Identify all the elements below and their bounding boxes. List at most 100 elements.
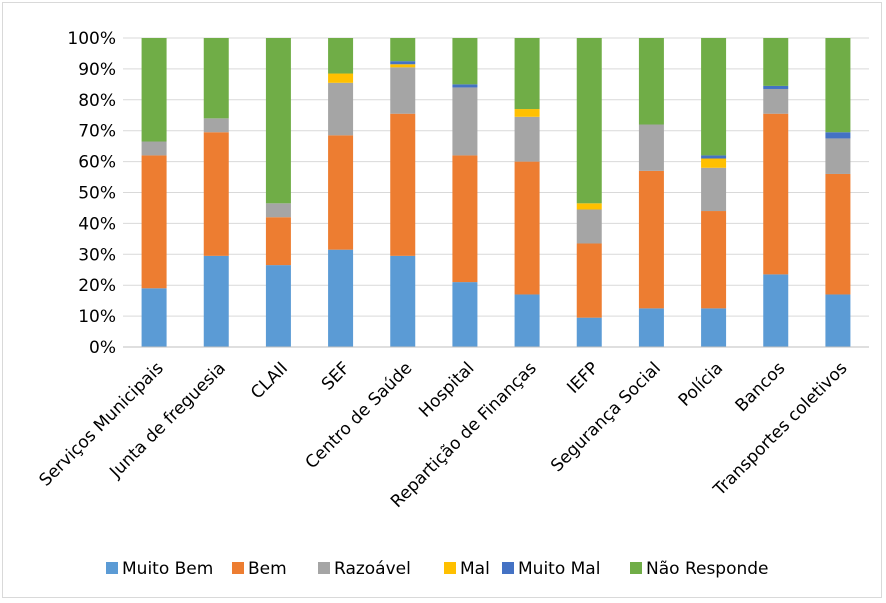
legend-label: Muito Mal bbox=[518, 559, 600, 579]
bar-segment bbox=[141, 155, 167, 289]
legend-item: Razoável bbox=[318, 559, 411, 579]
legend-label: Bem bbox=[248, 559, 287, 579]
bar-segment bbox=[825, 132, 851, 139]
bar-segment bbox=[203, 38, 229, 119]
bar-segment bbox=[514, 161, 540, 295]
bar-segment bbox=[390, 255, 416, 347]
bar-segment bbox=[328, 249, 354, 347]
legend: Muito Bem Bem Razoável Mal Muito Mal Não Resp… bbox=[106, 559, 769, 579]
bar-segment bbox=[763, 113, 789, 275]
bar-segment bbox=[141, 288, 167, 347]
legend-label: Mal bbox=[460, 559, 490, 579]
bar-segment bbox=[576, 209, 602, 244]
bar-segment bbox=[825, 294, 851, 347]
bar-segment bbox=[141, 141, 167, 156]
legend-item: Muito Mal bbox=[502, 559, 600, 579]
legend-swatch bbox=[502, 562, 514, 574]
bars bbox=[141, 38, 851, 347]
bar-segment bbox=[514, 294, 540, 347]
bar-segment bbox=[452, 282, 478, 347]
legend-item: Muito Bem bbox=[106, 559, 213, 579]
bar-segment bbox=[576, 38, 602, 204]
bar-segment bbox=[701, 308, 727, 347]
bar-segment bbox=[576, 317, 602, 347]
bar-segment bbox=[638, 38, 664, 125]
bar-segment bbox=[514, 109, 540, 117]
bar-segment bbox=[763, 274, 789, 347]
y-tick-label: 80% bbox=[78, 91, 116, 111]
legend-swatch bbox=[444, 562, 456, 574]
bar-segment bbox=[638, 124, 664, 171]
bar-segment bbox=[203, 118, 229, 133]
bar-segment bbox=[452, 38, 478, 85]
bar-segment bbox=[390, 64, 416, 68]
bar-segment bbox=[328, 38, 354, 74]
x-tick-label: IEFP bbox=[563, 358, 602, 397]
bar-segment bbox=[265, 265, 291, 347]
x-tick-label: Hospital bbox=[415, 358, 478, 421]
bar-segment bbox=[390, 61, 416, 65]
bar-segment bbox=[763, 38, 789, 86]
y-tick-label: 100% bbox=[67, 29, 116, 49]
bar-segment bbox=[328, 135, 354, 250]
legend-swatch bbox=[232, 562, 244, 574]
legend-item: Não Responde bbox=[630, 559, 769, 579]
x-tick-label: SEF bbox=[318, 358, 354, 394]
legend-swatch bbox=[630, 562, 642, 574]
bar-segment bbox=[265, 203, 291, 218]
y-axis-ticks: 0% 10% 20% 30% 40% 50% 60% 70% 80% 90% 100% bbox=[67, 29, 116, 358]
x-tick-label: Centro de Saúde bbox=[302, 358, 417, 473]
bar-segment bbox=[701, 38, 727, 156]
bar-segment bbox=[390, 67, 416, 114]
y-tick-label: 40% bbox=[78, 214, 116, 234]
legend-label: Não Responde bbox=[646, 559, 769, 579]
legend-label: Muito Bem bbox=[122, 559, 213, 579]
bar-segment bbox=[638, 170, 664, 309]
bar-segment bbox=[701, 211, 727, 309]
x-tick-label: Bancos bbox=[732, 358, 790, 416]
gridlines bbox=[123, 37, 869, 317]
bar-segment bbox=[638, 308, 664, 347]
bar-segment bbox=[265, 38, 291, 204]
stacked-bar-chart: 0% 10% 20% 30% 40% 50% 60% 70% 80% 90% 100% Serviç… bbox=[36, 29, 869, 579]
bar-segment bbox=[825, 138, 851, 174]
legend-label: Razoável bbox=[334, 559, 411, 579]
x-tick-label: Junta de freguesia bbox=[105, 358, 229, 482]
bar-segment bbox=[763, 88, 789, 114]
x-tick-label: Polícia bbox=[675, 358, 727, 410]
legend-item: Mal bbox=[444, 559, 490, 579]
bar-segment bbox=[452, 84, 478, 88]
legend-swatch bbox=[318, 562, 330, 574]
y-tick-label: 0% bbox=[89, 338, 116, 358]
bar-segment bbox=[576, 243, 602, 318]
y-tick-label: 50% bbox=[78, 184, 116, 204]
y-tick-label: 20% bbox=[78, 276, 116, 296]
bar-segment bbox=[514, 38, 540, 110]
bar-segment bbox=[452, 155, 478, 283]
bar-segment bbox=[452, 87, 478, 156]
bar-segment bbox=[203, 132, 229, 256]
y-tick-label: 70% bbox=[78, 122, 116, 142]
legend-swatch bbox=[106, 562, 118, 574]
bar-segment bbox=[576, 203, 602, 210]
bar-segment bbox=[514, 116, 540, 162]
bar-segment bbox=[141, 38, 167, 142]
x-tick-label: CLAII bbox=[247, 358, 292, 403]
bar-segment bbox=[203, 255, 229, 347]
x-tick-label: Serviços Municipais bbox=[36, 358, 168, 490]
x-tick-label: Segurança Social bbox=[547, 358, 665, 476]
y-tick-label: 90% bbox=[78, 60, 116, 80]
y-tick-label: 30% bbox=[78, 245, 116, 265]
bar-segment bbox=[825, 173, 851, 295]
bar-segment bbox=[701, 167, 727, 212]
bar-segment bbox=[328, 82, 354, 136]
bar-segment bbox=[701, 155, 727, 159]
bar-segment bbox=[701, 158, 727, 168]
bar-segment bbox=[265, 217, 291, 266]
y-tick-label: 10% bbox=[78, 307, 116, 327]
bar-segment bbox=[825, 38, 851, 133]
bar-segment bbox=[328, 73, 354, 83]
y-tick-label: 60% bbox=[78, 153, 116, 173]
bar-segment bbox=[763, 85, 789, 89]
